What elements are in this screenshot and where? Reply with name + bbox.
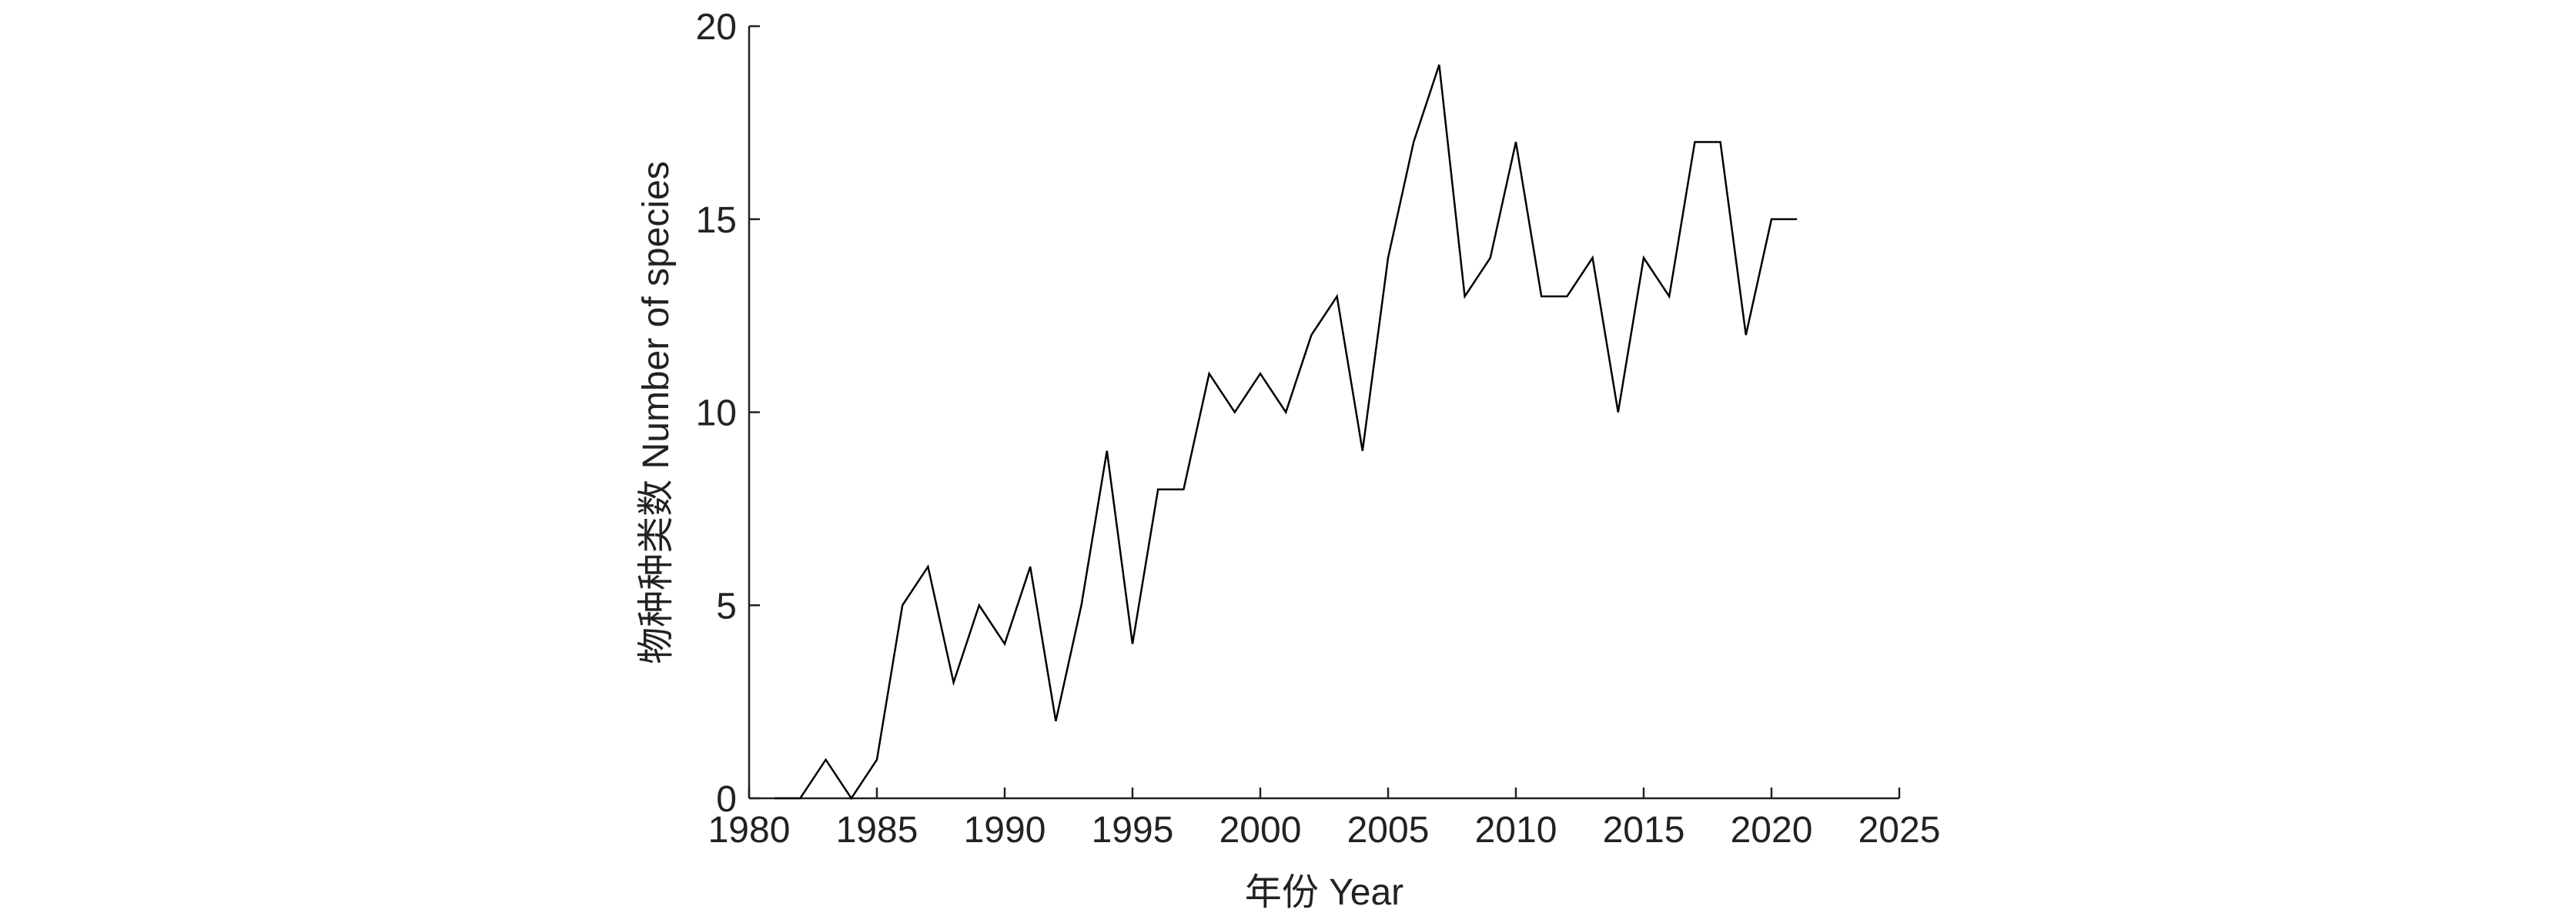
y-axis-label: 物种种类数 Number of species — [636, 161, 677, 664]
y-tick-label: 5 — [716, 586, 737, 627]
data-line — [774, 64, 1798, 801]
x-tick-label: 2010 — [1475, 810, 1557, 851]
x-axis-label: 年份 Year — [1245, 872, 1403, 913]
x-tick-label: 1980 — [708, 810, 791, 851]
x-tick-label: 1985 — [836, 810, 918, 851]
x-tick-label: 2025 — [1858, 810, 1941, 851]
y-tick-label: 15 — [696, 200, 737, 241]
x-tick-label: 2020 — [1731, 810, 1813, 851]
x-tick-label: 2005 — [1347, 810, 1430, 851]
x-tick-label: 2000 — [1219, 810, 1302, 851]
x-tick-label: 1990 — [964, 810, 1046, 851]
x-tick-label: 1995 — [1092, 810, 1174, 851]
x-tick-label: 2015 — [1603, 810, 1685, 851]
y-tick-label: 10 — [696, 393, 737, 434]
y-tick-label: 20 — [696, 7, 737, 48]
y-tick-label: 0 — [716, 779, 737, 820]
